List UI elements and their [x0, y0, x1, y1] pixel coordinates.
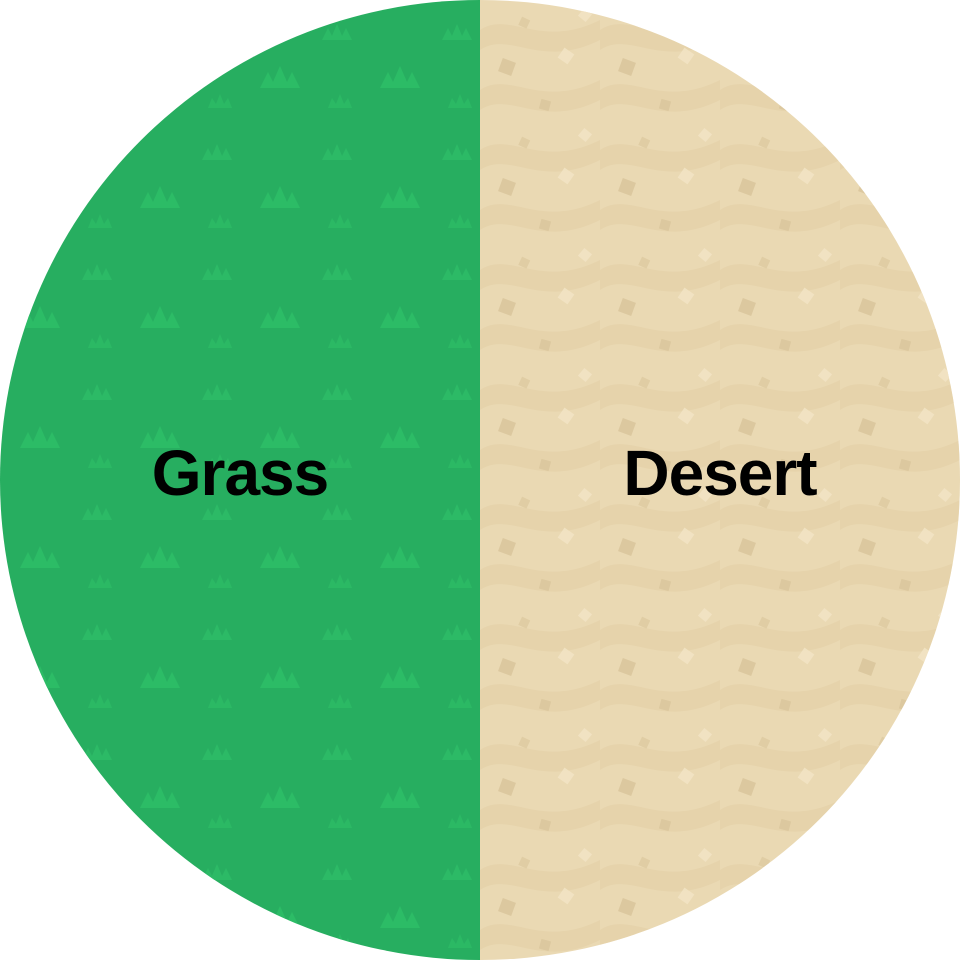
segment-label-desert: Desert [623, 437, 817, 509]
segment-label-grass: Grass [152, 437, 328, 509]
